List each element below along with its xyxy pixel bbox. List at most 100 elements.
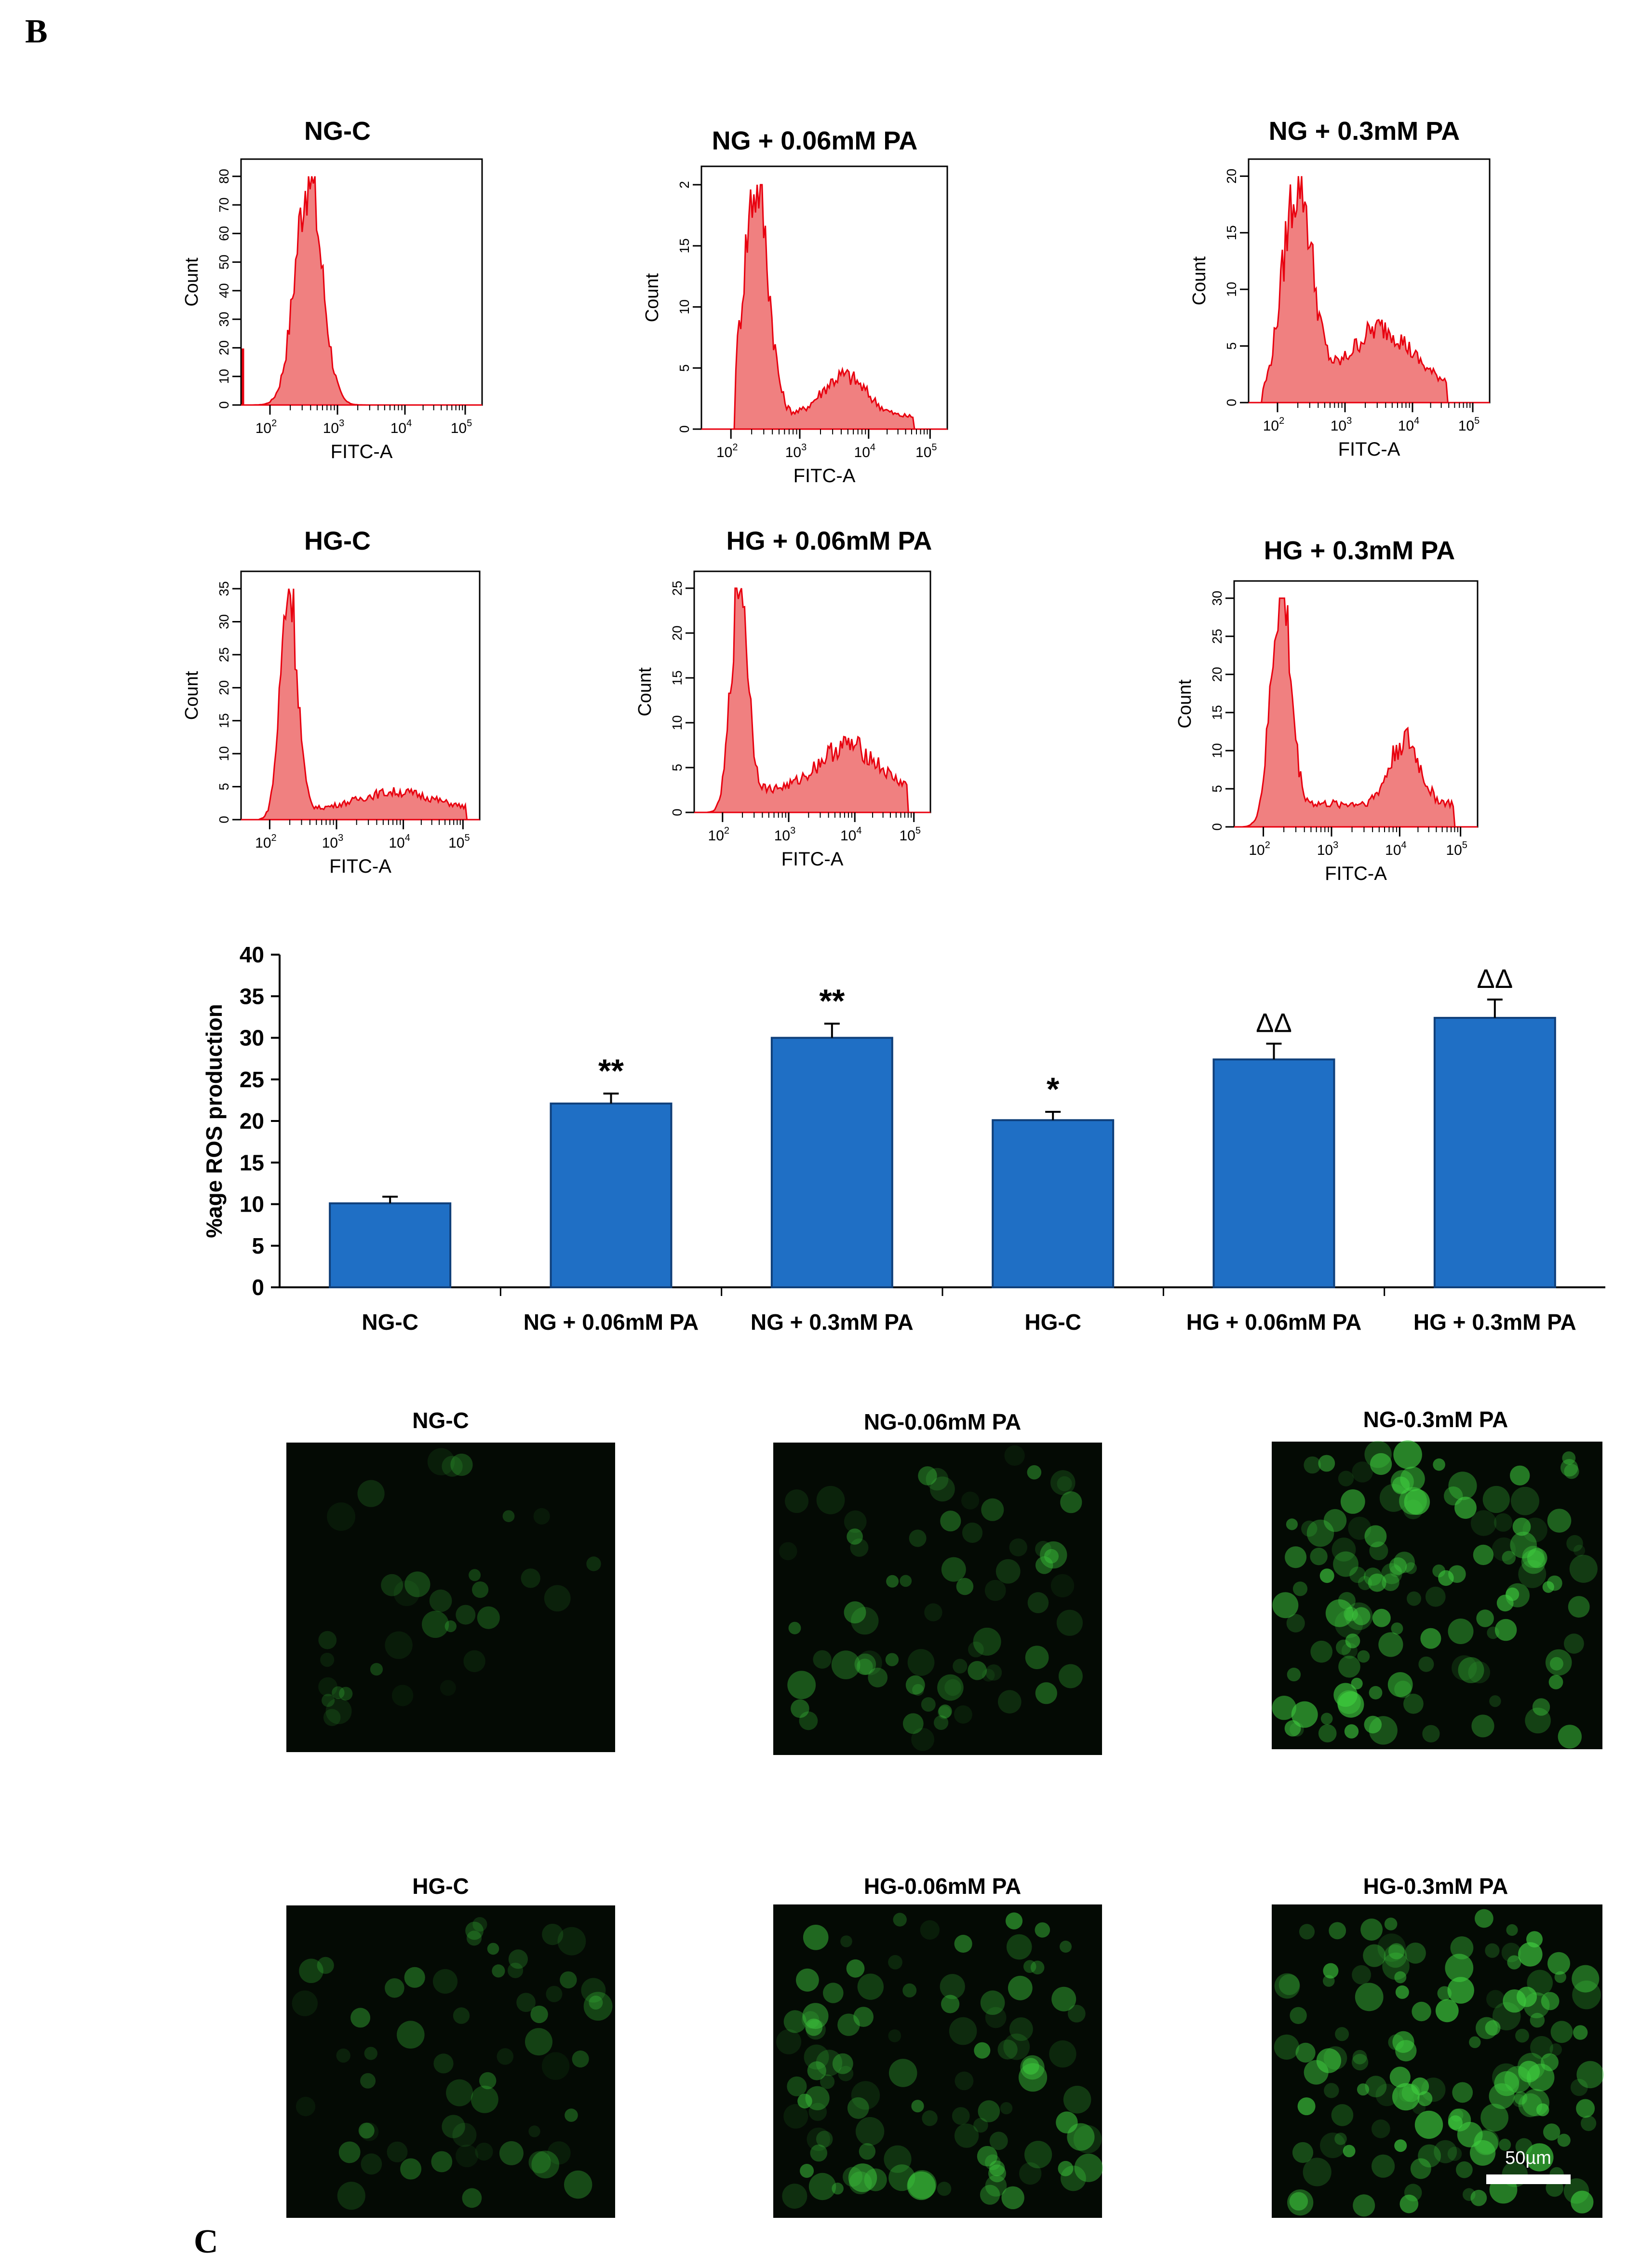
fluorescent-cell [431,2151,453,2173]
fluorescent-cell [1433,1458,1445,1471]
fluorescent-cell [926,1468,949,1491]
fluorescent-cell [528,2125,540,2137]
fluorescent-cell [1382,1573,1399,1591]
bar [1212,1058,1335,1289]
x-axis-label: FITC-A [1338,439,1400,460]
fluorescent-cell [1522,1517,1547,1542]
fluorescent-cell [1022,2058,1039,2075]
fluorescent-cell [1364,1441,1392,1468]
fluorescent-cell [422,1610,449,1638]
fluorescent-cell [1496,1594,1514,1612]
fluorescent-cell [1025,1646,1049,1670]
fluorescent-cell [1301,1520,1318,1537]
fluorescent-cell [937,2182,952,2196]
y-axis-label: Count [182,257,202,307]
fluorescent-cell [1061,2165,1086,2191]
fluorescent-cell [292,1990,318,2016]
fluorescent-cell [1536,2103,1549,2117]
x-tick-label: 102 [256,418,277,436]
fluorescent-cell [953,1659,968,1674]
fluorescent-cell [381,1574,403,1596]
fluorescent-cell [1272,1592,1299,1619]
fluorescent-cell [1340,1489,1365,1514]
y-tick-label: 15 [670,670,685,685]
fluorescent-cell [528,2151,551,2174]
histogram-area [1234,597,1478,828]
fluorescent-cell [1323,1963,1339,1979]
fluorescent-cell [847,2097,869,2119]
fluorescent-cell [1319,1568,1334,1583]
fluorescent-cell [1414,2110,1443,2139]
fluorescent-cell [1572,1965,1600,1993]
fluorescent-cell [820,2074,835,2089]
fluorescent-cell [1510,1531,1537,1559]
fluorescent-cell [433,2053,454,2074]
y-tick-label: 20 [216,340,231,355]
fluorescent-cell [432,1969,458,1994]
fluorescent-cell [1040,1541,1067,1569]
y-axis-label: Count [182,671,202,720]
fluorescent-cell [922,2110,938,2126]
y-tick-label: 5 [252,1233,264,1258]
fluorescent-cell [1008,1975,1033,2000]
fluorescent-cell [938,1704,952,1718]
x-tick-label: 103 [322,833,344,851]
fluorescent-cell [934,1715,949,1730]
histogram-area [1249,176,1490,404]
fluorescent-cell [1390,1565,1402,1578]
x-tick-label: 102 [255,833,277,851]
fluorescent-cell [296,2096,316,2117]
fluorescent-cell [370,1663,383,1676]
fluorescent-cell [1338,1656,1360,1678]
fluorescent-cell [785,1489,809,1513]
micrograph-image [773,1904,1102,2218]
fluorescent-cell [846,1959,865,1978]
fluorescent-cell [973,2118,988,2133]
fluorescent-cell [985,2007,1007,2028]
fluorescent-cell [886,1575,899,1588]
fluorescent-cell [911,1728,934,1751]
fluorescent-cell [1349,1566,1366,1583]
fluorescent-cell [1392,1476,1410,1495]
fluorescent-cell [1572,1980,1601,2010]
fluorescent-cell [1566,1535,1583,1552]
significance-label: * [1047,1071,1060,1107]
micrograph-title: HG-0.3mM PA [1363,1874,1508,1899]
fluorescent-cell [1001,2186,1024,2209]
fluorescent-cell [1060,1491,1082,1513]
fluorescent-cell [1360,1918,1383,1941]
fluorescent-cell [1506,1583,1530,1607]
fluorescent-cell [1333,1551,1359,1577]
fluorescent-cell [1006,1934,1032,1960]
fluorescent-cell [339,1687,353,1701]
fluorescent-cell [1336,1639,1351,1655]
y-tick-label: 0 [252,1275,264,1300]
fluorescent-cell [1514,2091,1528,2105]
histogram-panel: NG-C 0 10 20 30 40 50 60 70 80 Count 102 103 104 105 FI… [182,117,483,462]
category-label: NG-C [362,1310,418,1335]
fluorescent-cell [525,2028,552,2056]
fluorescent-cell [1489,1695,1501,1707]
fluorescent-cell [888,2059,917,2087]
fluorescent-cell [1058,2160,1074,2176]
fluorescent-cell [1447,2146,1462,2161]
fluorescent-cell [944,1679,961,1696]
fluorescent-cell [1448,1619,1474,1644]
fluorescent-cell [1344,1724,1359,1739]
fluorescent-cell [832,2053,853,2074]
fluorescent-cell [1035,1922,1050,1938]
y-tick-label: 70 [216,197,231,212]
fluorescent-cell [477,1606,500,1629]
fluorescent-cell [940,1974,965,1999]
fluorescent-cell [900,1575,912,1587]
x-tick-label: 104 [389,833,410,851]
fluorescent-cell [533,1508,550,1525]
fluorescent-cell [1352,1461,1373,1483]
fluorescent-cell [327,1502,356,1531]
fluorescent-cell [807,2061,827,2080]
fluorescent-cell [1394,1971,1407,1984]
y-tick-label: 35 [240,984,264,1009]
x-tick-label: 102 [716,442,738,460]
fluorescent-cell [1393,1440,1422,1469]
fluorescent-cell [1543,2123,1560,2141]
